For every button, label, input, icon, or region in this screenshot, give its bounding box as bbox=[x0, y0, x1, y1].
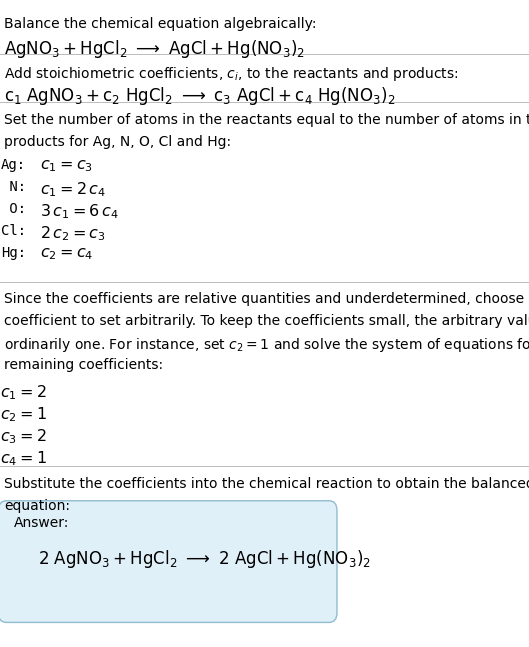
Text: equation:: equation: bbox=[4, 499, 70, 513]
Text: N:: N: bbox=[1, 180, 26, 194]
Text: Since the coefficients are relative quantities and underdetermined, choose a: Since the coefficients are relative quan… bbox=[4, 292, 529, 307]
Text: ordinarily one. For instance, set $c_2 = 1$ and solve the system of equations fo: ordinarily one. For instance, set $c_2 =… bbox=[4, 336, 529, 355]
Text: Hg:: Hg: bbox=[1, 246, 26, 260]
Text: $c_1 = 2\,c_4$: $c_1 = 2\,c_4$ bbox=[40, 180, 106, 199]
Text: $c_1 = 2$: $c_1 = 2$ bbox=[0, 383, 47, 402]
Text: $c_2 = c_4$: $c_2 = c_4$ bbox=[40, 246, 93, 261]
Text: O:: O: bbox=[1, 202, 26, 216]
Text: $c_1 = c_3$: $c_1 = c_3$ bbox=[40, 158, 93, 173]
FancyBboxPatch shape bbox=[0, 501, 337, 622]
Text: Add stoichiometric coefficients, $c_i$, to the reactants and products:: Add stoichiometric coefficients, $c_i$, … bbox=[4, 65, 459, 83]
Text: products for Ag, N, O, Cl and Hg:: products for Ag, N, O, Cl and Hg: bbox=[4, 135, 231, 149]
Text: $\mathrm{2\ AgNO_3 + HgCl_2 \ \longrightarrow \ 2\ AgCl + Hg(NO_3)_2}$: $\mathrm{2\ AgNO_3 + HgCl_2 \ \longright… bbox=[38, 548, 371, 570]
Text: Set the number of atoms in the reactants equal to the number of atoms in the: Set the number of atoms in the reactants… bbox=[4, 113, 529, 127]
Text: $2\,c_2 = c_3$: $2\,c_2 = c_3$ bbox=[40, 224, 105, 243]
Text: coefficient to set arbitrarily. To keep the coefficients small, the arbitrary va: coefficient to set arbitrarily. To keep … bbox=[4, 314, 529, 329]
Text: Answer:: Answer: bbox=[14, 516, 70, 530]
Text: $c_2 = 1$: $c_2 = 1$ bbox=[0, 405, 47, 424]
Text: remaining coefficients:: remaining coefficients: bbox=[4, 358, 163, 373]
Text: Cl:: Cl: bbox=[1, 224, 26, 238]
Text: Substitute the coefficients into the chemical reaction to obtain the balanced: Substitute the coefficients into the che… bbox=[4, 477, 529, 491]
Text: $c_3 = 2$: $c_3 = 2$ bbox=[0, 427, 47, 446]
Text: Ag:: Ag: bbox=[1, 158, 26, 172]
Text: $\mathrm{AgNO_3 + HgCl_2 \ \longrightarrow \ AgCl + Hg(NO_3)_2}$: $\mathrm{AgNO_3 + HgCl_2 \ \longrightarr… bbox=[4, 38, 305, 60]
Text: $c_4 = 1$: $c_4 = 1$ bbox=[0, 449, 47, 468]
Text: $3\,c_1 = 6\,c_4$: $3\,c_1 = 6\,c_4$ bbox=[40, 202, 118, 221]
Text: Balance the chemical equation algebraically:: Balance the chemical equation algebraica… bbox=[4, 17, 317, 31]
Text: $\mathrm{c_1\ AgNO_3 + c_2\ HgCl_2 \ \longrightarrow \ c_3\ AgCl + c_4\ Hg(NO_3): $\mathrm{c_1\ AgNO_3 + c_2\ HgCl_2 \ \lo… bbox=[4, 85, 396, 107]
